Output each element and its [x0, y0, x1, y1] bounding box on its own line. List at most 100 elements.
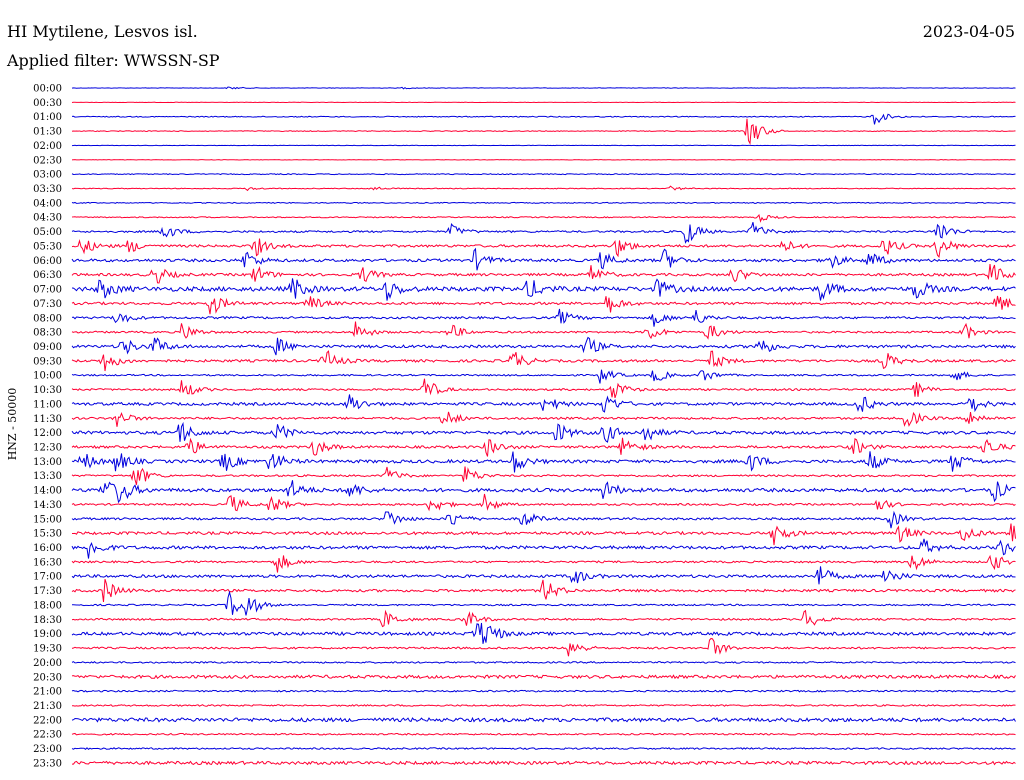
row-time-label: 12:30: [33, 443, 62, 454]
trace-row: [71, 86, 1016, 90]
row-time-label: 19:30: [33, 644, 62, 655]
trace-row: [71, 493, 1016, 512]
row-time-label: 15:30: [33, 529, 62, 540]
row-time-label: 03:30: [33, 184, 62, 195]
row-time-label: 21:30: [33, 701, 62, 712]
trace-row: [71, 523, 1016, 546]
trace-row: [71, 437, 1016, 457]
row-time-label: 14:30: [33, 500, 62, 511]
date-label: 2023-04-05: [923, 22, 1015, 41]
row-time-label: 06:00: [33, 256, 62, 267]
trace-row: [71, 201, 1016, 204]
trace-row: [71, 716, 1016, 723]
trace-row: [71, 336, 1016, 356]
trace-row: [71, 378, 1016, 399]
row-time-label: 23:00: [33, 744, 62, 755]
trace-row: [71, 674, 1016, 680]
trace-row: [71, 760, 1016, 766]
row-time-label: 16:00: [33, 543, 62, 554]
trace-row: [71, 661, 1016, 664]
row-time-label: 09:30: [33, 356, 62, 367]
row-time-label: 11:30: [33, 414, 62, 425]
trace-row: [71, 222, 1016, 244]
trace-row: [71, 466, 1016, 485]
row-time-label: 11:00: [33, 399, 62, 410]
row-time-label: 20:00: [33, 658, 62, 669]
trace-row: [71, 263, 1016, 284]
row-time-label: 06:30: [33, 270, 62, 281]
row-time-label: 00:30: [33, 98, 62, 109]
row-time-label: 22:00: [33, 715, 62, 726]
trace-row: [71, 394, 1016, 413]
trace-row: [71, 689, 1016, 693]
row-time-label: 02:00: [33, 141, 62, 152]
trace-row: [71, 637, 1016, 657]
row-time-label: 17:30: [33, 586, 62, 597]
row-time-label: 12:00: [33, 428, 62, 439]
row-time-label: 04:30: [33, 213, 62, 224]
row-time-label: 07:30: [33, 299, 62, 310]
trace-row: [71, 451, 1016, 473]
trace-row: [71, 421, 1016, 443]
trace-row: [71, 295, 1016, 315]
trace-row: [71, 622, 1016, 644]
trace-row: [71, 590, 1016, 616]
station-title: HI Mytilene, Lesvos isl.: [7, 22, 198, 41]
row-time-label: 03:00: [33, 170, 62, 181]
trace-row: [71, 369, 1016, 384]
row-time-label: 23:30: [33, 758, 62, 769]
trace-row: [71, 510, 1016, 529]
channel-axis-label: HNZ - 50000: [6, 388, 19, 461]
row-time-label: 19:00: [33, 629, 62, 640]
row-time-label: 08:00: [33, 313, 62, 324]
row-labels: 00:00 00:30 01:00 01:30 02:00 02:30 03:00 03:30…: [33, 84, 62, 770]
trace-row: [71, 554, 1016, 573]
row-time-label: 14:00: [33, 486, 62, 497]
filter-label: Applied filter: WWSSN-SP: [6, 51, 220, 70]
row-time-label: 10:00: [33, 371, 62, 382]
trace-row: [71, 609, 1016, 628]
row-time-label: 16:30: [33, 557, 62, 568]
trace-row: [71, 113, 1016, 125]
trace-row: [71, 704, 1016, 707]
row-time-label: 05:30: [33, 241, 62, 252]
row-time-label: 04:00: [33, 198, 62, 209]
row-time-label: 13:00: [33, 457, 62, 468]
row-time-label: 01:30: [33, 127, 62, 138]
trace-row: [71, 579, 1016, 602]
row-time-label: 17:00: [33, 572, 62, 583]
row-time-label: 13:30: [33, 471, 62, 482]
seismic-traces: [71, 86, 1016, 766]
trace-row: [71, 247, 1016, 271]
row-time-label: 05:00: [33, 227, 62, 238]
row-time-label: 18:30: [33, 615, 62, 626]
row-time-label: 22:30: [33, 730, 62, 741]
row-time-label: 18:00: [33, 600, 62, 611]
row-time-label: 21:00: [33, 687, 62, 698]
row-time-label: 08:30: [33, 328, 62, 339]
trace-row: [71, 350, 1016, 372]
trace-row: [71, 411, 1016, 427]
trace-row: [71, 185, 1016, 192]
row-time-label: 07:00: [33, 285, 62, 296]
trace-row: [71, 732, 1016, 736]
row-time-label: 00:00: [33, 84, 62, 95]
row-time-label: 15:00: [33, 514, 62, 525]
trace-row: [71, 118, 1016, 145]
trace-row: [71, 308, 1016, 327]
trace-row: [71, 566, 1016, 585]
trace-row: [71, 213, 1016, 223]
trace-row: [71, 538, 1016, 559]
row-time-label: 20:30: [33, 672, 62, 683]
trace-row: [71, 238, 1016, 259]
row-time-label: 09:00: [33, 342, 62, 353]
trace-row: [71, 747, 1016, 750]
trace-row: [71, 173, 1016, 176]
trace-row: [71, 480, 1016, 504]
trace-row: [71, 321, 1016, 340]
row-time-label: 10:30: [33, 385, 62, 396]
row-time-label: 01:00: [33, 112, 62, 123]
row-time-label: 02:30: [33, 155, 62, 166]
trace-row: [71, 278, 1016, 301]
